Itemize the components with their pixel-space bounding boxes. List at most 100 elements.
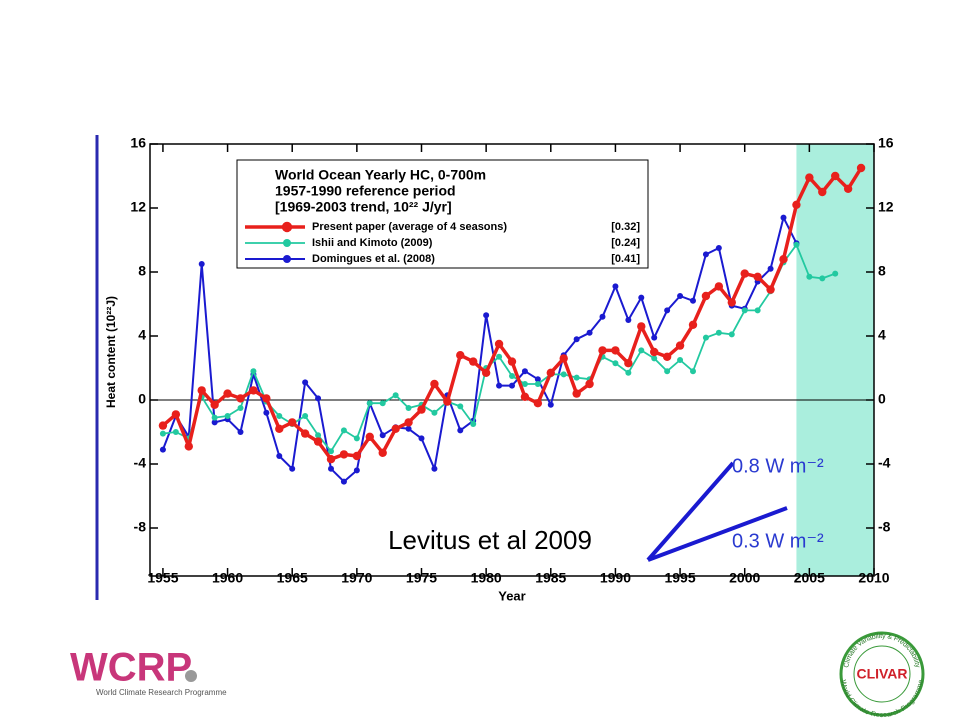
- series-marker: [534, 376, 541, 383]
- series-marker: [470, 421, 477, 427]
- legend-trend: [0.24]: [611, 237, 640, 249]
- series-marker: [559, 354, 568, 363]
- series-marker: [300, 429, 310, 438]
- series-marker: [404, 418, 413, 427]
- series-marker: [573, 374, 580, 381]
- series-marker: [172, 429, 179, 435]
- legend-swatch-marker: [283, 255, 291, 263]
- series-marker: [483, 312, 490, 319]
- x-tick-label: 1965: [277, 570, 308, 586]
- series-marker: [714, 282, 724, 291]
- series-marker: [534, 381, 541, 387]
- series-marker: [353, 435, 360, 442]
- y-tick-label: 8: [878, 263, 886, 279]
- series-marker: [741, 307, 748, 314]
- plot-frame: [149, 143, 875, 577]
- series-marker: [328, 465, 334, 472]
- series-marker: [250, 368, 257, 375]
- series-marker: [727, 298, 736, 307]
- y-tick-label: 4: [138, 327, 146, 343]
- series-marker: [288, 418, 297, 427]
- series-marker: [302, 379, 309, 386]
- legend-title: World Ocean Yearly HC, 0-700m: [275, 167, 486, 183]
- series-marker: [625, 317, 632, 323]
- series-marker: [624, 359, 633, 368]
- y-tick-label: 0: [878, 391, 886, 407]
- series-marker: [457, 403, 464, 410]
- logo-dot: [185, 670, 197, 682]
- series-marker: [313, 437, 323, 446]
- series-marker: [315, 395, 322, 402]
- series-marker: [547, 401, 554, 408]
- series-marker: [779, 255, 788, 264]
- series-marker: [431, 409, 438, 416]
- series-marker: [443, 397, 452, 406]
- x-tick-label: 1960: [212, 570, 243, 586]
- y-tick-label: -4: [878, 455, 891, 471]
- series-marker: [365, 432, 374, 441]
- series-marker: [650, 347, 659, 357]
- y-tick-label: -8: [878, 519, 891, 535]
- logo-wcrp: WCRP: [70, 646, 192, 690]
- logo-wcrp-sub: World Climate Research Programme: [96, 688, 227, 697]
- series-marker: [638, 294, 645, 301]
- series-marker: [237, 405, 244, 411]
- y-tick-label: -4: [134, 455, 147, 471]
- series-marker: [715, 329, 722, 336]
- series-marker: [378, 448, 387, 457]
- series-marker: [637, 322, 646, 331]
- series-marker: [481, 368, 491, 377]
- legend-entry: Present paper (average of 4 seasons): [312, 221, 507, 233]
- series-marker: [702, 251, 709, 258]
- y-tick-label: 12: [130, 199, 146, 215]
- series-marker: [651, 355, 658, 362]
- series-marker: [520, 392, 530, 401]
- series-marker: [638, 347, 645, 354]
- x-tick-label: 1955: [147, 570, 178, 586]
- series-marker: [754, 307, 761, 314]
- plot: -8 -8 -4 -4 0 0 4 4 8 8 12 12 16 16 1955 1960 1965 1970 19…: [130, 135, 893, 586]
- series-marker: [430, 379, 439, 389]
- series-marker: [612, 360, 619, 367]
- series-marker: [585, 379, 594, 389]
- y-tick-label: 16: [878, 135, 894, 151]
- series-marker: [753, 272, 762, 281]
- series-marker: [198, 261, 205, 267]
- series-marker: [612, 283, 619, 290]
- series-marker: [805, 173, 814, 182]
- series-marker: [457, 427, 464, 434]
- legend-swatch-marker: [281, 221, 293, 233]
- series-marker: [560, 371, 567, 378]
- series-marker: [224, 413, 231, 419]
- x-tick-label: 1985: [535, 570, 566, 586]
- x-tick-label: 1980: [471, 570, 502, 586]
- legend-title: 1957-1990 reference period: [275, 183, 456, 199]
- series-marker: [766, 285, 775, 294]
- series-marker: [418, 435, 425, 442]
- legend-title: [1969-2003 trend, 10²² J/yr]: [275, 199, 452, 215]
- legend-swatch-marker: [283, 239, 291, 247]
- series-marker: [340, 478, 347, 485]
- series-marker: [326, 455, 336, 464]
- series-marker: [793, 241, 800, 248]
- series-marker: [521, 368, 528, 375]
- legend-trend: [0.41]: [611, 253, 640, 265]
- series-marker: [405, 405, 412, 411]
- series-marker: [249, 386, 258, 395]
- series-marker: [780, 214, 787, 221]
- x-tick-label: 2005: [794, 570, 825, 586]
- series-marker: [184, 442, 193, 451]
- x-tick-label: 1975: [406, 570, 437, 586]
- series-marker: [675, 341, 685, 350]
- trend-line: [647, 506, 788, 562]
- series-marker: [651, 334, 658, 341]
- series-marker: [677, 357, 684, 363]
- series-marker: [431, 465, 438, 472]
- series-marker: [664, 368, 671, 375]
- series-marker: [521, 381, 528, 387]
- series-marker: [302, 413, 309, 419]
- series-marker: [598, 346, 607, 355]
- trend-line: [646, 461, 735, 562]
- series-marker: [728, 331, 735, 338]
- legend-box: [236, 159, 649, 269]
